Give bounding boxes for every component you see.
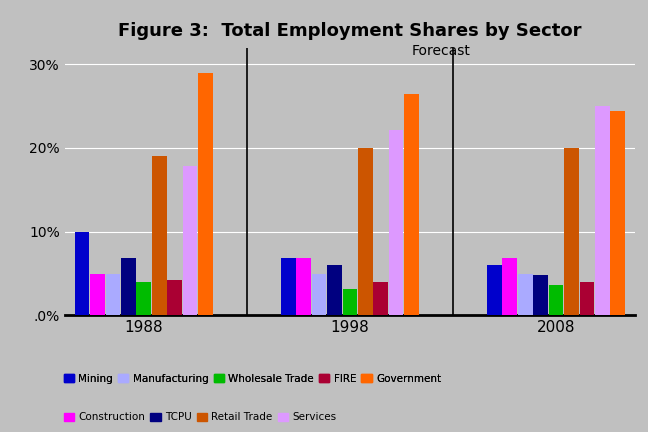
Bar bbox=[533, 275, 548, 315]
Bar bbox=[595, 106, 610, 315]
Bar bbox=[312, 273, 327, 315]
Bar bbox=[579, 282, 594, 315]
Bar bbox=[121, 258, 135, 315]
Bar bbox=[152, 156, 167, 315]
Legend: Mining, Manufacturing, Wholesale Trade, FIRE, Government: Mining, Manufacturing, Wholesale Trade, … bbox=[64, 374, 441, 384]
Legend: Construction, TCPU, Retail Trade, Services: Construction, TCPU, Retail Trade, Servic… bbox=[64, 413, 336, 422]
Bar bbox=[404, 94, 419, 315]
Bar bbox=[610, 111, 625, 315]
Bar bbox=[373, 282, 388, 315]
Bar bbox=[564, 148, 579, 315]
Bar bbox=[343, 289, 357, 315]
Bar bbox=[106, 273, 121, 315]
Bar bbox=[502, 258, 517, 315]
Bar bbox=[75, 232, 89, 315]
Bar bbox=[281, 258, 295, 315]
Bar bbox=[183, 166, 198, 315]
Bar bbox=[518, 273, 533, 315]
Bar bbox=[389, 130, 404, 315]
Bar bbox=[549, 285, 563, 315]
Bar bbox=[487, 265, 502, 315]
Bar bbox=[167, 280, 182, 315]
Bar bbox=[296, 258, 311, 315]
Bar bbox=[198, 73, 213, 315]
Bar bbox=[327, 265, 342, 315]
Bar bbox=[137, 282, 151, 315]
Bar bbox=[358, 148, 373, 315]
Title: Figure 3:  Total Employment Shares by Sector: Figure 3: Total Employment Shares by Sec… bbox=[118, 22, 582, 41]
Bar bbox=[90, 273, 105, 315]
Text: Forecast: Forecast bbox=[411, 44, 470, 57]
